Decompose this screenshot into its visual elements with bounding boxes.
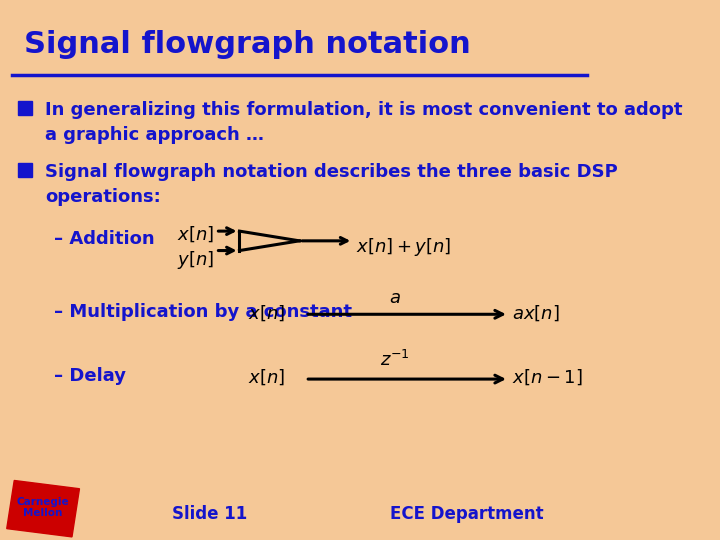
Text: $x[n-1]$: $x[n-1]$: [512, 367, 582, 387]
Text: $x[n]$: $x[n]$: [176, 224, 214, 244]
Text: – Multiplication by a constant: – Multiplication by a constant: [54, 303, 352, 321]
Text: $ax[n]$: $ax[n]$: [512, 303, 559, 323]
Text: – Delay: – Delay: [54, 367, 126, 385]
Text: $y[n]$: $y[n]$: [176, 249, 214, 272]
Text: $a$: $a$: [390, 289, 401, 307]
FancyBboxPatch shape: [18, 101, 32, 115]
Text: Signal flowgraph notation: Signal flowgraph notation: [24, 30, 471, 59]
Text: Carnegie
Mellon: Carnegie Mellon: [17, 497, 69, 518]
Text: ECE Department: ECE Department: [390, 505, 544, 523]
Text: Slide 11: Slide 11: [172, 505, 247, 523]
Text: $x[n]+y[n]$: $x[n]+y[n]$: [356, 236, 451, 258]
Text: $x[n]$: $x[n]$: [248, 367, 286, 387]
Text: Signal flowgraph notation describes the three basic DSP
operations:: Signal flowgraph notation describes the …: [45, 163, 618, 206]
Text: $z^{-1}$: $z^{-1}$: [380, 350, 410, 370]
Text: – Addition: – Addition: [54, 230, 155, 247]
Polygon shape: [6, 481, 79, 537]
Text: In generalizing this formulation, it is most convenient to adopt
a graphic appro: In generalizing this formulation, it is …: [45, 101, 683, 144]
FancyBboxPatch shape: [18, 163, 32, 177]
Text: $x[n]$: $x[n]$: [248, 303, 286, 323]
